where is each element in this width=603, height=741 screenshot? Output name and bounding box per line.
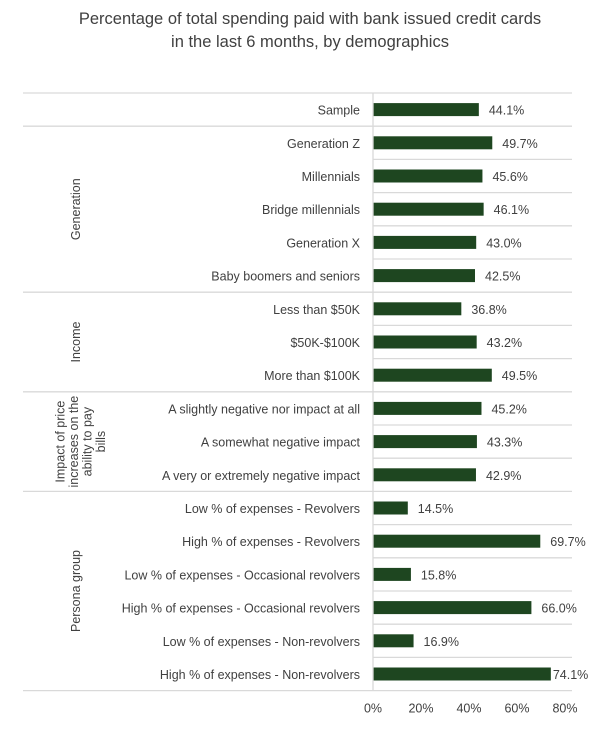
data-label: 42.9% <box>486 469 521 483</box>
category-label: Bridge millennials <box>262 203 360 217</box>
category-label: $50K-$100K <box>290 336 360 350</box>
group-label: Income <box>69 321 83 362</box>
bar <box>373 269 475 283</box>
category-label: Low % of expenses - Occasional revolvers <box>124 568 360 582</box>
bar <box>373 136 493 150</box>
bar <box>373 501 408 515</box>
data-label: 14.5% <box>418 502 453 516</box>
category-label: Sample <box>318 104 360 118</box>
data-label: 16.9% <box>424 635 459 649</box>
data-label: 49.7% <box>502 137 537 151</box>
category-label: Generation Z <box>287 137 360 151</box>
category-label: A very or extremely negative impact <box>162 469 361 483</box>
x-tick-label: 0% <box>364 702 382 716</box>
category-label: High % of expenses - Non-revolvers <box>160 668 360 682</box>
x-tick-label: 80% <box>552 702 577 716</box>
chart-title: Percentage of total spending paid with b… <box>0 8 603 54</box>
data-label: 69.7% <box>550 535 585 549</box>
bar <box>373 534 541 548</box>
x-tick-label: 60% <box>504 702 529 716</box>
data-label: 45.2% <box>491 402 526 416</box>
group-label: Persona group <box>69 550 83 632</box>
data-label: 36.8% <box>471 303 506 317</box>
x-tick-label: 20% <box>408 702 433 716</box>
bar <box>373 169 483 183</box>
bar <box>373 235 477 249</box>
data-label: 45.6% <box>492 170 527 184</box>
group-label: Impact of price <box>54 401 68 483</box>
category-label: High % of expenses - Revolvers <box>182 535 360 549</box>
bar <box>373 468 476 482</box>
bar <box>373 567 411 581</box>
category-label: High % of expenses - Occasional revolver… <box>122 602 360 616</box>
data-label: 74.1% <box>553 668 588 682</box>
data-label: 66.0% <box>541 602 576 616</box>
data-label: 15.8% <box>421 568 456 582</box>
category-label: Baby boomers and seniors <box>211 270 360 284</box>
category-label: Millennials <box>302 170 360 184</box>
category-label: Low % of expenses - Revolvers <box>185 502 360 516</box>
data-label: 44.1% <box>489 104 524 118</box>
data-label: 46.1% <box>494 203 529 217</box>
category-label: A slightly negative nor impact at all <box>168 402 360 416</box>
bar <box>373 601 532 615</box>
category-label: Low % of expenses - Non-revolvers <box>163 635 360 649</box>
bar <box>373 435 477 449</box>
bar <box>373 667 551 681</box>
group-label: increases on the <box>67 396 81 488</box>
bar <box>373 302 462 316</box>
bar <box>373 634 414 648</box>
bar <box>373 335 477 349</box>
data-label: 42.5% <box>485 270 520 284</box>
group-label: ability to pay <box>81 406 95 476</box>
bar <box>373 202 484 216</box>
group-label: bills <box>94 431 108 453</box>
data-label: 43.3% <box>487 436 522 450</box>
chart-title-line-1: Percentage of total spending paid with b… <box>78 10 542 28</box>
category-label: More than $100K <box>264 369 361 383</box>
category-label: Less than $50K <box>273 303 361 317</box>
bar <box>373 401 482 415</box>
category-label: Generation X <box>286 236 360 250</box>
data-label: 49.5% <box>502 369 537 383</box>
data-label: 43.0% <box>486 236 521 250</box>
group-label: Generation <box>69 178 83 240</box>
data-label: 43.2% <box>487 336 522 350</box>
category-label: A somewhat negative impact <box>201 436 361 450</box>
chart-title-line-2: in the last 6 months, by demographics <box>171 33 449 51</box>
bar <box>373 103 479 117</box>
x-tick-label: 40% <box>456 702 481 716</box>
bar <box>373 368 492 382</box>
